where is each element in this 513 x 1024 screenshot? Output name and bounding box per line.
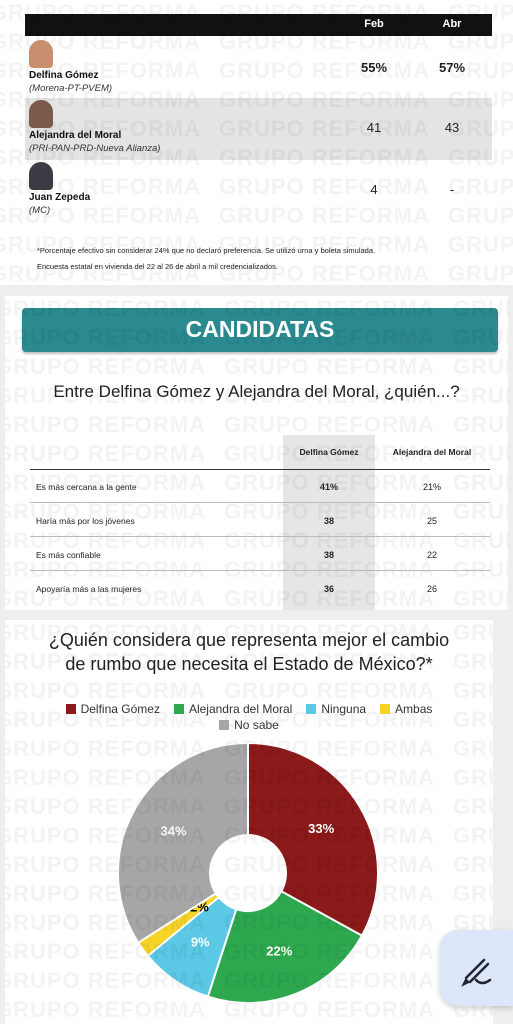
data-label: 33% [308, 821, 334, 836]
avatar [29, 40, 53, 68]
cell: 21% [422, 482, 441, 492]
legend-swatch [219, 720, 230, 730]
candidate-name: Juan Zepeda [29, 192, 91, 203]
column-header: Abr [442, 18, 462, 30]
watermark: GRUPO REFORMAGRUPO REFORMAGRUPO REFORMAG… [5, 354, 508, 380]
row-rule [30, 502, 490, 503]
watermark-text: GRUPO REFORMA [5, 354, 206, 379]
poll-value: 55% [360, 60, 388, 75]
cell: 38 [323, 516, 334, 526]
edit-icon [461, 958, 492, 987]
watermark-text: GRUPO REFORMA [448, 203, 513, 228]
legend-item: Alejandra del Moral [173, 702, 293, 716]
row-shade [25, 98, 492, 160]
watermark-text: GRUPO REFORMA [224, 354, 435, 379]
candidatas-card: GRUPO REFORMA GRUPO REFORMA GRUPO REFORMA G… [5, 296, 508, 610]
legend-swatch [306, 704, 317, 714]
cell: 25 [426, 516, 437, 526]
row-label: Haría más por los jóvenes [36, 516, 135, 526]
poll-value: 57% [438, 60, 466, 75]
legend-item: Ninguna [306, 702, 366, 716]
candidate-name: Alejandra del Moral [29, 130, 122, 141]
data-label: 9% [191, 935, 210, 950]
party: (MC) [29, 205, 51, 216]
legend-label: Delfina Gómez [80, 702, 160, 716]
party: (PRI-PAN-PRD-Nueva Alianza) [29, 143, 161, 154]
cell: 36 [323, 584, 334, 594]
watermark-text: GRUPO REFORMA [453, 412, 508, 437]
legend-swatch [65, 704, 76, 714]
question: Entre Delfina Gómez y Alejandra del Mora… [53, 382, 460, 401]
legend-swatch [380, 704, 391, 714]
banner-title: CANDIDATAS [185, 316, 335, 342]
row-rule [30, 570, 490, 571]
row-rule [30, 536, 490, 537]
legend-item: Delfina Gómez [65, 702, 160, 716]
data-label: 22% [266, 943, 292, 958]
watermark-text: GRUPO REFORMA [5, 441, 206, 466]
cell: 38 [323, 550, 334, 560]
header-rule [30, 469, 490, 470]
pie-slice [247, 741, 379, 937]
pie-chart: 33%22%9%2%34% [117, 741, 379, 1004]
note: Encuesta estatal en vivienda del 22 al 2… [37, 262, 278, 271]
watermark-text: GRUPO REFORMA [224, 412, 435, 437]
pie-slice [117, 741, 249, 945]
cell: 26 [426, 584, 437, 594]
header-bar [25, 14, 492, 36]
pie-card: 33%22%9%2%34% GRUPO REFORMAGRUPO REFORMA… [5, 620, 493, 1024]
poll-value: 41 [366, 120, 382, 135]
cell: 22 [426, 550, 437, 560]
chart-title: ¿Quién considera que representa mejor el… [48, 630, 450, 674]
row-label: Es más cercana a la gente [36, 482, 137, 492]
column-shade [283, 435, 375, 610]
pie-slice [206, 889, 364, 1004]
legend: Delfina Gómez Alejandra del Moral Ninguna A… [25, 702, 473, 732]
column-header: Delfina Gómez [299, 447, 359, 457]
data-label: 34% [160, 823, 186, 838]
avatar [29, 100, 53, 128]
watermark-text: GRUPO REFORMA [5, 412, 206, 437]
poll-value: 43 [444, 120, 460, 135]
cell: 41% [319, 482, 338, 492]
column-header: Feb [364, 18, 384, 30]
watermark: GRUPO REFORMAGRUPO REFORMAGRUPO REFORMAG… [5, 412, 508, 438]
banner [22, 308, 498, 352]
watermark-text: GRUPO REFORMA [453, 354, 508, 379]
row-label: Apoyaría más a las mujeres [36, 584, 142, 594]
legend-label: Ambas [395, 702, 433, 716]
legend-swatch [173, 704, 184, 714]
legend-item: Ambas [380, 702, 432, 716]
watermark-text: GRUPO REFORMA [219, 203, 430, 228]
poll-value: 4 [370, 182, 378, 197]
column-header: Alejandra del Moral [392, 447, 472, 457]
legend-label: Ninguna [321, 702, 367, 716]
party: (Morena-PT-PVEM) [29, 83, 113, 94]
watermark-text: GRUPO REFORMA [448, 261, 513, 285]
candidate-name: Delfina Gómez [29, 70, 99, 81]
note: *Porcentaje efectivo sin considerar 24% … [37, 246, 376, 255]
avatar [29, 162, 53, 190]
watermark: GRUPO REFORMAGRUPO REFORMAGRUPO REFORMAG… [0, 203, 513, 229]
edit-button[interactable] [440, 930, 513, 1006]
poll-card: GRUPO REFORMA GRUPO REFORMA GRUPO REFORMA G… [0, 0, 513, 285]
legend-item: No sabe [219, 718, 279, 732]
watermark-text: GRUPO REFORMA [448, 232, 513, 257]
legend-label: Alejandra del Moral [188, 702, 293, 716]
legend-label: No sabe [234, 718, 279, 732]
row-label: Es más confiable [36, 550, 101, 560]
poll-value: - [449, 182, 455, 197]
